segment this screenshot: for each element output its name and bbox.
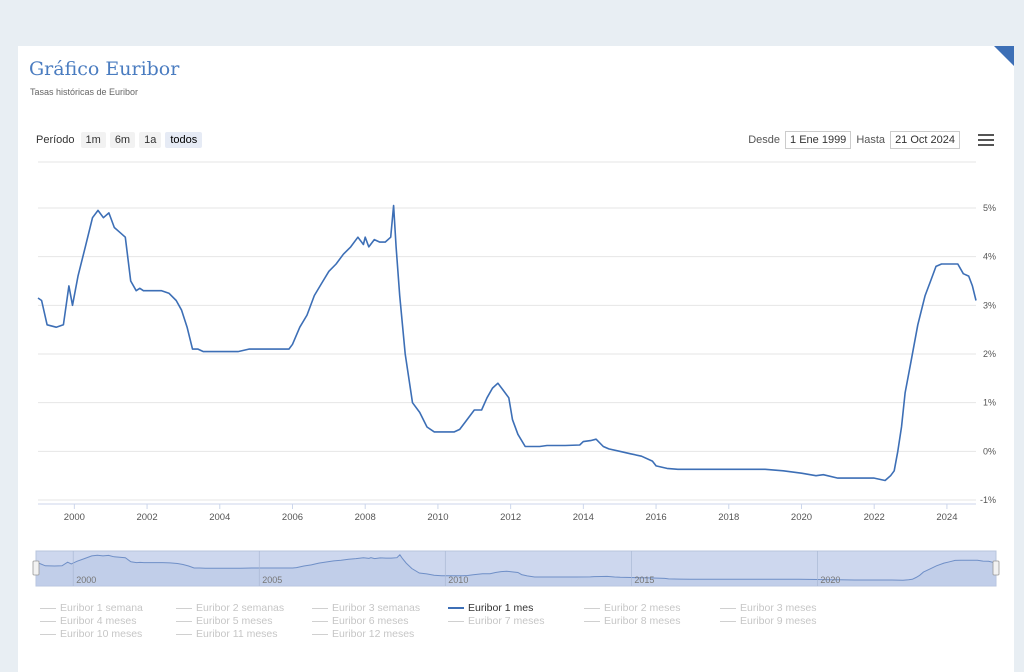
hamburger-menu-icon[interactable]: [978, 134, 994, 148]
x-tick-label: 2012: [500, 512, 521, 523]
legend-label: Euribor 2 meses: [604, 602, 681, 614]
legend-swatch: [448, 607, 464, 609]
x-tick-label: 2016: [645, 512, 666, 523]
chart-title: Gráfico Euribor: [29, 58, 180, 80]
navigator-year-label: 2005: [262, 575, 282, 585]
y-tick-label: 3%: [983, 300, 996, 310]
series-line-euribor-1-mes: [37, 204, 977, 482]
legend-swatch: [40, 633, 56, 635]
legend-swatch: [584, 607, 600, 609]
legend-item[interactable]: Euribor 7 meses: [448, 615, 584, 627]
legend-label: Euribor 3 meses: [740, 602, 817, 614]
navigator-year-label: 2015: [634, 575, 654, 585]
navigator-year-label: 2020: [820, 575, 840, 585]
legend-label: Euribor 12 meses: [332, 628, 415, 640]
to-date-input[interactable]: 21 Oct 2024: [890, 131, 960, 149]
navigator-year-label: 2000: [76, 575, 96, 585]
legend-item[interactable]: Euribor 12 meses: [312, 628, 448, 640]
legend-label: Euribor 6 meses: [332, 615, 409, 627]
legend-item[interactable]: Euribor 1 semana: [40, 602, 176, 614]
legend-swatch: [176, 607, 192, 609]
series-layer: [37, 204, 977, 482]
legend-item[interactable]: Euribor 9 meses: [720, 615, 856, 627]
navigator-line: [35, 554, 997, 581]
legend-label: Euribor 11 meses: [196, 628, 278, 640]
y-tick-label: 2%: [983, 349, 996, 359]
navigator-year-label: 2010: [448, 575, 468, 585]
legend-label: Euribor 10 meses: [60, 628, 143, 640]
legend-swatch: [312, 620, 328, 622]
legend-label: Euribor 8 meses: [604, 615, 681, 627]
legend-item[interactable]: Euribor 5 meses: [176, 615, 312, 627]
legend-label: Euribor 7 meses: [468, 615, 545, 627]
navigator-area: [36, 554, 996, 586]
legend-item[interactable]: Euribor 10 meses: [40, 628, 176, 640]
legend-label: Euribor 1 mes: [468, 602, 534, 614]
grid-lines: [38, 161, 976, 501]
navigator-right-handle[interactable]: [992, 560, 1000, 576]
x-axis-ticks: 2000 2002 2004 2006 2008 2010 2012 2014 2016 2018…: [38, 503, 976, 523]
x-tick-label: 2008: [355, 512, 376, 523]
legend-swatch: [448, 620, 464, 622]
y-tick-label: 5%: [983, 203, 996, 213]
y-axis-ticks: -1% 0% 1% 2% 3% 4% 5%: [980, 203, 996, 505]
range-selector: Período 1m 6m 1a todos: [36, 132, 203, 148]
range-button-1a[interactable]: 1a: [139, 132, 162, 148]
legend-item[interactable]: Euribor 2 meses: [584, 602, 720, 614]
x-tick-label: 2022: [864, 512, 885, 523]
legend-label: Euribor 1 semana: [60, 602, 143, 614]
legend-item[interactable]: Euribor 1 mes: [448, 602, 584, 614]
legend-label: Euribor 9 meses: [740, 615, 817, 627]
legend-swatch: [40, 607, 56, 609]
range-selector-label: Período: [36, 134, 75, 146]
legend-item[interactable]: Euribor 8 meses: [584, 615, 720, 627]
date-range-inputs: Desde 1 Ene 1999 Hasta 21 Oct 2024: [748, 131, 960, 149]
y-tick-label: 0%: [983, 446, 996, 456]
legend-label: Euribor 3 semanas: [332, 602, 421, 614]
navigator[interactable]: 2000 2005 2010 2015 2020: [32, 550, 1000, 587]
legend-swatch: [720, 620, 736, 622]
legend-item[interactable]: Euribor 11 meses: [176, 628, 312, 640]
legend-item[interactable]: Euribor 3 meses: [720, 602, 856, 614]
x-tick-label: 2000: [64, 512, 85, 523]
chart-card: Gráfico Euribor Tasas históricas de Euri…: [18, 46, 1014, 672]
legend-item[interactable]: Euribor 2 semanas: [176, 602, 312, 614]
legend-swatch: [176, 620, 192, 622]
from-date-input[interactable]: 1 Ene 1999: [785, 131, 852, 149]
x-tick-label: 2010: [427, 512, 448, 523]
legend-item[interactable]: Euribor 6 meses: [312, 615, 448, 627]
line-chart: -1% 0% 1% 2% 3% 4% 5% 2000 2002 2004 2006 2008 2010…: [32, 161, 1000, 587]
range-button-1m[interactable]: 1m: [80, 132, 106, 148]
x-tick-label: 2018: [718, 512, 739, 523]
legend-swatch: [176, 633, 192, 635]
x-tick-label: 2014: [573, 512, 594, 523]
corner-flag-icon: [994, 46, 1014, 66]
x-tick-label: 2006: [282, 512, 303, 523]
x-tick-label: 2004: [209, 512, 230, 523]
legend-label: Euribor 2 semanas: [196, 602, 285, 614]
y-tick-label: -1%: [980, 495, 996, 505]
legend-label: Euribor 5 meses: [196, 615, 273, 627]
from-date-label: Desde: [748, 134, 781, 146]
legend-item[interactable]: Euribor 4 meses: [40, 615, 176, 627]
legend-swatch: [720, 607, 736, 609]
legend-swatch: [40, 620, 56, 622]
to-date-label: Hasta: [856, 134, 886, 146]
legend-item[interactable]: Euribor 3 semanas: [312, 602, 448, 614]
legend-swatch: [312, 633, 328, 635]
navigator-left-handle[interactable]: [32, 560, 40, 576]
x-tick-label: 2020: [791, 512, 812, 523]
range-button-6m[interactable]: 6m: [109, 132, 136, 148]
y-tick-label: 4%: [983, 252, 996, 262]
legend: Euribor 1 semana Euribor 2 semanas Euribor…: [40, 602, 856, 640]
x-tick-label: 2002: [136, 512, 157, 523]
legend-swatch: [312, 607, 328, 609]
legend-label: Euribor 4 meses: [60, 615, 137, 627]
x-tick-label: 2024: [936, 512, 957, 523]
range-button-todos[interactable]: todos: [165, 132, 203, 148]
chart-subtitle: Tasas históricas de Euribor: [30, 87, 139, 97]
legend-swatch: [584, 620, 600, 622]
y-tick-label: 1%: [983, 398, 996, 408]
